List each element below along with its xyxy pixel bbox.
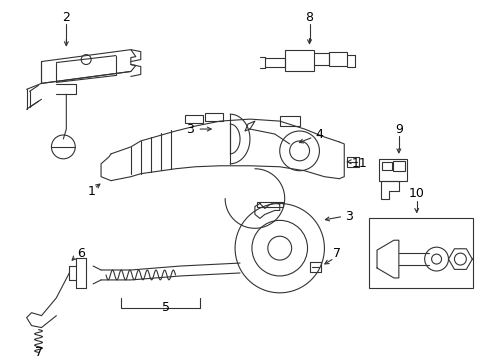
Bar — [205, 113, 223, 121]
Text: 7: 7 — [35, 346, 42, 359]
Text: 7: 7 — [333, 247, 341, 260]
Text: 9: 9 — [394, 122, 402, 136]
Bar — [185, 115, 203, 123]
Text: 4: 4 — [315, 127, 323, 140]
Text: 10: 10 — [408, 187, 424, 200]
Text: 1: 1 — [87, 185, 95, 198]
Text: 3: 3 — [186, 122, 194, 136]
Text: 11: 11 — [350, 157, 366, 170]
Bar — [378, 159, 406, 181]
Text: 3: 3 — [345, 210, 352, 223]
Bar — [256, 202, 282, 207]
Bar — [381, 162, 391, 170]
Bar — [279, 116, 299, 126]
Bar — [392, 161, 404, 171]
Bar — [329, 51, 346, 66]
Text: 2: 2 — [62, 12, 70, 24]
Bar — [368, 219, 472, 288]
Text: 8: 8 — [305, 12, 313, 24]
Text: 5: 5 — [161, 301, 169, 314]
Text: 6: 6 — [77, 247, 85, 260]
Bar — [284, 50, 314, 72]
